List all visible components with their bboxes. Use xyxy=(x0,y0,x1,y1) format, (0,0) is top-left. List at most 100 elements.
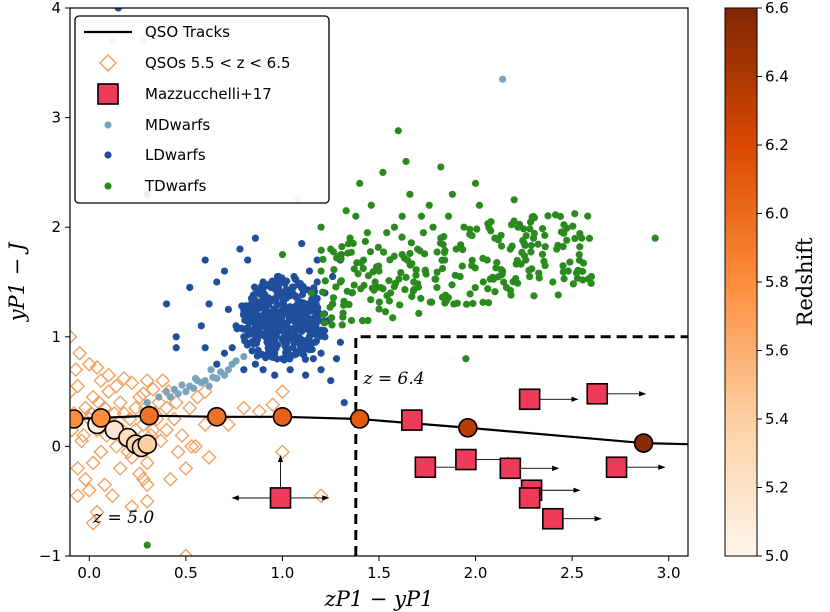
tdwarf-point xyxy=(363,229,372,237)
ldwarf-point xyxy=(300,299,308,307)
qso-diamond-point xyxy=(135,386,151,402)
ldwarf-point xyxy=(220,267,229,275)
mdwarf-point xyxy=(166,393,175,401)
ldwarf-point xyxy=(298,349,306,358)
tdwarf-point xyxy=(317,223,325,231)
tdwarf-point xyxy=(468,256,476,264)
tdwarf-point xyxy=(579,276,587,284)
mazzucchelli-square xyxy=(401,409,423,431)
qso-diamond-point xyxy=(106,406,122,422)
ldwarf-point xyxy=(291,292,300,300)
ldwarf-point xyxy=(251,315,260,323)
ldwarf-point xyxy=(312,337,320,345)
tdwarf-point xyxy=(354,270,362,278)
tdwarf-point xyxy=(440,233,448,241)
tdwarf-point xyxy=(410,286,418,294)
tdwarf-point xyxy=(491,288,499,296)
tdwarf-point xyxy=(444,212,453,220)
ldwarf-point xyxy=(241,337,249,345)
ldwarf-point xyxy=(162,300,171,308)
ldwarf-point xyxy=(292,302,300,311)
qso-diamond-point xyxy=(70,362,84,378)
ldwarf-point xyxy=(244,331,252,339)
ldwarf-point xyxy=(297,324,305,332)
tdwarf-point xyxy=(385,277,393,285)
tdwarf-point xyxy=(359,264,367,273)
ldwarf-point xyxy=(300,340,308,349)
legend-label: MDwarfs xyxy=(145,116,210,134)
tdwarf-point xyxy=(318,288,327,296)
legend-dot-marker xyxy=(104,182,112,190)
qso-diamond-point xyxy=(135,471,151,487)
mdwarf-point xyxy=(213,374,221,383)
tdwarf-point xyxy=(401,285,409,294)
qso-diamond-point xyxy=(104,488,120,504)
ldwarf-point xyxy=(280,356,288,364)
tdwarf-point xyxy=(473,225,481,233)
tdwarf-point xyxy=(374,243,382,251)
tdwarf-point xyxy=(317,267,325,275)
ldwarf-point xyxy=(332,355,341,363)
track-redshift-point xyxy=(458,417,478,438)
mazzucchelli-square xyxy=(518,487,541,509)
tdwarf-point xyxy=(394,127,402,135)
ldwarf-point xyxy=(270,353,278,361)
x-tick-label: 0.0 xyxy=(77,564,101,582)
ldwarf-point xyxy=(282,285,290,293)
ldwarf-point xyxy=(310,325,318,333)
qso-diamond-point xyxy=(101,384,117,400)
tdwarf-point xyxy=(379,285,387,293)
qso-diamond-point xyxy=(124,375,140,391)
tdwarf-point xyxy=(356,179,364,187)
mazzucchelli-square xyxy=(605,456,628,479)
y-tick-label: 0 xyxy=(51,437,61,455)
mdwarf-point xyxy=(182,388,190,396)
qso-diamond-point xyxy=(166,411,182,427)
tdwarf-point xyxy=(425,201,433,209)
mdwarf-point xyxy=(240,352,248,361)
ldwarf-point xyxy=(264,344,272,352)
tdwarf-point xyxy=(556,212,565,221)
mazzucchelli-square xyxy=(455,448,477,471)
tdwarf-point xyxy=(466,225,474,233)
tdwarf-point xyxy=(559,243,567,251)
ldwarf-point xyxy=(269,343,278,351)
redshift-annotation: z = 5.0 xyxy=(92,508,154,528)
tdwarf-point xyxy=(436,239,445,247)
tdwarf-point xyxy=(527,248,535,256)
tdwarf-point xyxy=(407,239,415,247)
colorbar-label: Redshift xyxy=(793,237,817,326)
ldwarf-point xyxy=(314,303,322,311)
ldwarf-point xyxy=(308,345,316,354)
ldwarf-point xyxy=(290,351,298,359)
qso-diamond-point xyxy=(112,395,128,411)
qso-diamond-point xyxy=(159,422,175,438)
tdwarf-point xyxy=(484,299,493,307)
tdwarf-point xyxy=(559,262,567,270)
tdwarf-point xyxy=(571,210,579,218)
legend-diamond-marker xyxy=(98,53,118,73)
mazzucchelli-square xyxy=(518,388,541,411)
y-tick-label: 2 xyxy=(51,218,61,236)
x-tick-label: 2.0 xyxy=(464,564,488,582)
ldwarf-point xyxy=(313,278,321,286)
ldwarf-point xyxy=(251,360,259,368)
ldwarf-point xyxy=(257,298,265,306)
tdwarf-point xyxy=(441,291,450,299)
tdwarf-point xyxy=(397,268,405,277)
tdwarf-point xyxy=(462,300,471,308)
qso-diamond-point xyxy=(170,444,186,460)
tdwarf-point xyxy=(515,220,524,228)
tdwarf-point xyxy=(328,321,336,329)
tdwarf-point xyxy=(479,298,487,306)
tdwarf-point xyxy=(458,262,466,270)
tdwarf-point xyxy=(471,179,480,187)
tdwarf-point xyxy=(572,269,581,277)
tdwarf-point xyxy=(406,261,414,269)
track-redshift-point xyxy=(633,433,654,453)
tdwarf-point xyxy=(431,275,439,283)
tdwarf-point xyxy=(438,264,447,273)
tdwarf-point xyxy=(575,251,583,259)
qso-diamond-point xyxy=(274,444,290,460)
qso-diamond-point xyxy=(108,438,124,454)
